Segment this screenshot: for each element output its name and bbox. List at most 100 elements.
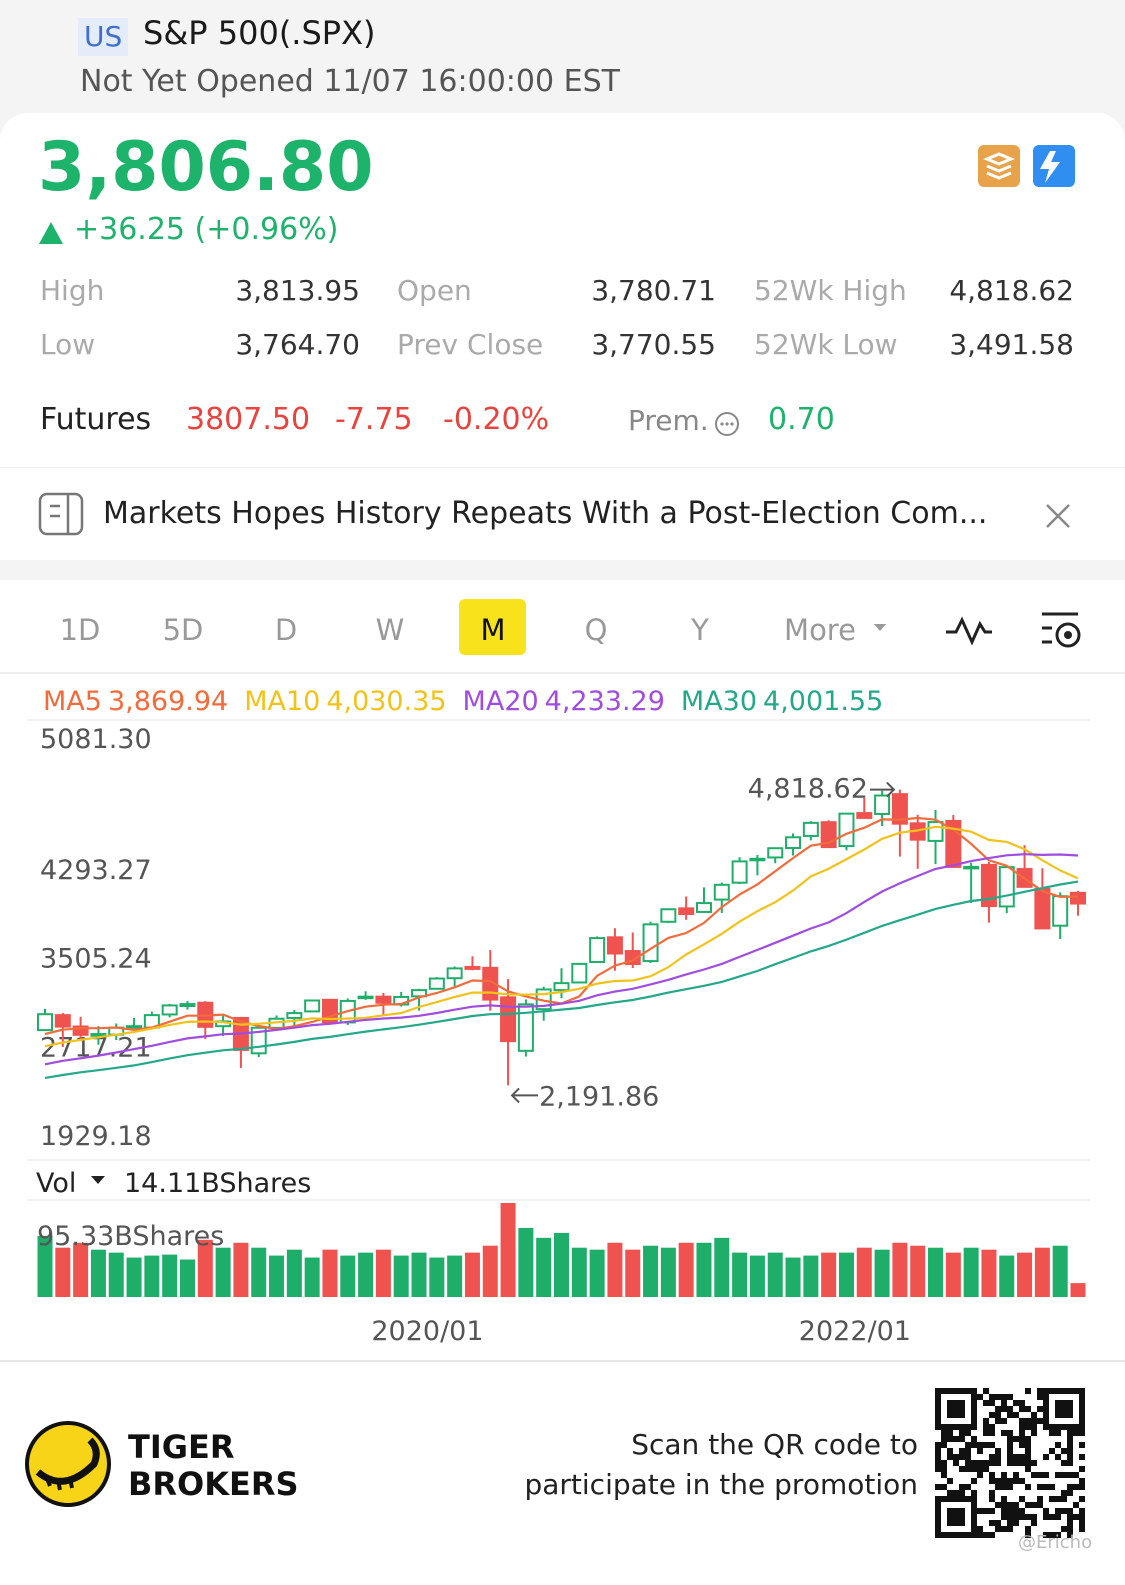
qr-module <box>1067 1520 1073 1526</box>
qr-module <box>1025 1532 1031 1538</box>
qr-module <box>959 1454 965 1460</box>
qr-module <box>1061 1490 1067 1496</box>
news-headline[interactable]: Markets Hopes History Repeats With a Pos… <box>103 496 988 531</box>
volume-bar <box>340 1255 356 1297</box>
toolbar-icons[interactable] <box>978 145 1078 189</box>
qr-module <box>1067 1430 1073 1436</box>
qr-module <box>1001 1514 1007 1520</box>
qr-module <box>1019 1418 1025 1424</box>
volume-bar <box>999 1255 1015 1297</box>
qr-module <box>947 1448 953 1454</box>
volume-bar <box>554 1232 569 1297</box>
volume-bar <box>660 1247 676 1297</box>
qr-module <box>977 1508 983 1514</box>
qr-module <box>1031 1412 1037 1418</box>
market-status: Not Yet Opened 11/07 16:00:00 EST <box>80 64 620 99</box>
qr-module <box>959 1490 965 1496</box>
period-tab[interactable]: M <box>480 613 505 647</box>
stat-label: Low <box>40 328 96 361</box>
period-tab[interactable]: D <box>275 613 297 647</box>
qr-code[interactable] <box>935 1388 1085 1538</box>
stat-label: Open <box>397 274 472 307</box>
qr-module <box>1073 1502 1079 1508</box>
qr-module <box>1025 1484 1031 1490</box>
qr-module <box>1013 1460 1019 1466</box>
volume-bar <box>696 1242 712 1297</box>
volume-bar <box>162 1254 178 1297</box>
qr-module <box>989 1478 995 1484</box>
premium-info-icon[interactable] <box>713 410 741 438</box>
qr-module <box>1019 1424 1025 1430</box>
qr-module <box>989 1490 995 1496</box>
volume-bar <box>749 1255 765 1297</box>
qr-module <box>1037 1484 1043 1490</box>
period-tab[interactable]: More <box>784 613 856 647</box>
ma-legend-name: MA30 <box>681 686 757 717</box>
qr-module <box>983 1430 989 1436</box>
volume-bar <box>251 1247 267 1297</box>
qr-module <box>1043 1532 1049 1538</box>
qr-finder <box>1055 1400 1073 1418</box>
qr-module <box>1043 1454 1049 1460</box>
qr-module <box>1079 1508 1085 1514</box>
qr-module <box>1037 1496 1043 1502</box>
period-tab[interactable]: 1D <box>60 613 101 647</box>
indicator-icon[interactable] <box>946 616 992 646</box>
candle-body <box>357 995 374 1000</box>
candle-body <box>713 883 730 901</box>
qr-module <box>989 1430 995 1436</box>
stat-value: 4,818.62 <box>949 274 1074 307</box>
volume-tick-label: 95.33BShares <box>37 1221 224 1252</box>
qr-module <box>983 1508 989 1514</box>
brand-line: BROKERS <box>128 1465 299 1503</box>
qr-module <box>1007 1430 1013 1436</box>
qr-module <box>1007 1448 1013 1454</box>
qr-module <box>977 1448 983 1454</box>
period-tab[interactable]: Q <box>585 613 608 647</box>
qr-module <box>977 1532 983 1538</box>
qr-module <box>1007 1526 1013 1532</box>
period-tab[interactable]: Y <box>690 613 709 647</box>
volume-bar <box>785 1257 801 1297</box>
qr-module <box>947 1478 953 1484</box>
qr-module <box>965 1466 971 1472</box>
qr-module <box>1067 1508 1073 1514</box>
qr-module <box>1019 1442 1025 1448</box>
qr-module <box>977 1526 983 1532</box>
qr-module <box>1049 1430 1055 1436</box>
volume-bar <box>429 1257 445 1297</box>
volume-bar <box>571 1247 587 1297</box>
volume-bar <box>411 1252 427 1297</box>
qr-module <box>1079 1478 1085 1484</box>
qr-module <box>1079 1442 1085 1448</box>
period-tab[interactable]: 5D <box>163 613 204 647</box>
qr-module <box>1007 1394 1013 1400</box>
qr-module <box>1019 1514 1025 1520</box>
period-tab[interactable]: W <box>376 613 405 647</box>
close-button[interactable] <box>1044 502 1072 530</box>
volume-bar <box>126 1257 142 1297</box>
qr-module <box>1013 1514 1019 1520</box>
volume-bar <box>55 1247 71 1297</box>
qr-module <box>1013 1436 1019 1442</box>
candle-body <box>589 937 606 963</box>
qr-module <box>1025 1454 1031 1460</box>
qr-module <box>1025 1460 1031 1466</box>
qr-finder <box>1043 1388 1085 1430</box>
qr-module <box>941 1442 947 1448</box>
candle-body <box>838 812 855 848</box>
qr-module <box>1013 1412 1019 1418</box>
candle-body <box>660 908 677 923</box>
settings-icon[interactable] <box>1042 612 1081 648</box>
qr-module <box>959 1436 965 1442</box>
qr-module <box>965 1454 971 1460</box>
qr-module <box>1013 1478 1019 1484</box>
qr-module <box>995 1484 1001 1490</box>
qr-module <box>1073 1472 1079 1478</box>
qr-module <box>1013 1472 1019 1478</box>
y-tick-label: 3505.24 <box>40 944 152 975</box>
news-banner[interactable] <box>0 467 1125 560</box>
qr-module <box>989 1472 995 1478</box>
qr-module <box>965 1430 971 1436</box>
